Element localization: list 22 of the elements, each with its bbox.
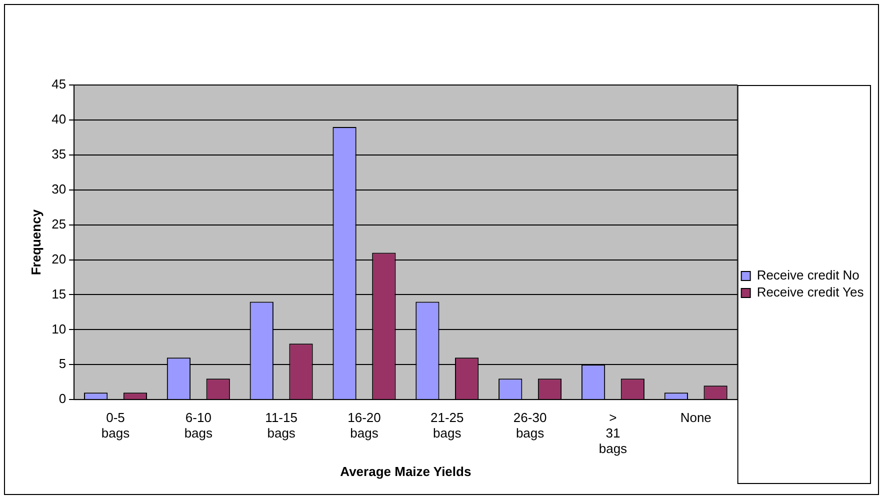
- x-tick-label: > 31 bags: [598, 410, 628, 456]
- x-tick-label: 21-25 bags: [430, 410, 464, 441]
- y-tick-label: 35: [52, 146, 66, 162]
- y-axis-title: Frequency: [28, 208, 44, 276]
- y-tick-label: 0: [58, 391, 66, 406]
- y-tick-label: 45: [52, 76, 66, 92]
- x-tick-label: 16-20 bags: [348, 410, 381, 441]
- x-axis-title: Average Maize Yields: [340, 464, 472, 479]
- x-tick-label: 26-30 bags: [513, 410, 547, 441]
- legend-label: Receive credit Yes: [756, 284, 864, 300]
- x-tick-label: 11-15 bags: [265, 410, 298, 441]
- y-tick-label: 5: [58, 356, 66, 372]
- x-tick-label: 6-10 bags: [184, 410, 214, 441]
- x-tick-label: 0-5 bags: [101, 410, 130, 441]
- y-tick-label: 25: [52, 216, 66, 232]
- x-tick-label: None: [680, 410, 712, 425]
- y-tick-label: 10: [52, 321, 66, 336]
- y-tick-label: 30: [52, 181, 66, 196]
- y-tick-label: 40: [52, 112, 66, 127]
- legend-label: Receive credit No: [756, 268, 860, 283]
- y-tick-label: 15: [52, 286, 66, 302]
- y-tick-label: 20: [52, 251, 66, 266]
